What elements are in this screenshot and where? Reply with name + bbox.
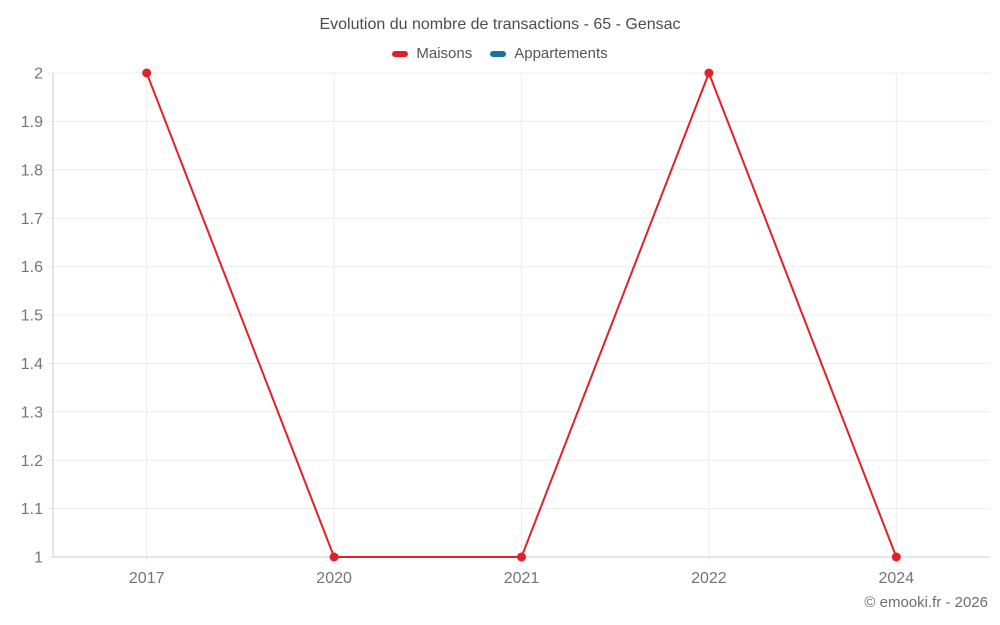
maisons-swatch-icon: [392, 50, 409, 57]
y-tick-label: 1.9: [21, 114, 43, 131]
y-tick-label: 2: [34, 66, 43, 83]
data-point-maisons[interactable]: [704, 68, 714, 78]
x-tick-label: 2017: [129, 570, 165, 587]
legend-item-appartements[interactable]: Appartements: [490, 45, 608, 62]
legend-item-maisons[interactable]: Maisons: [392, 45, 472, 62]
legend-label-maisons: Maisons: [416, 45, 473, 62]
x-tick-label: 2021: [504, 570, 540, 587]
data-point-maisons[interactable]: [517, 552, 526, 562]
y-tick-label: 1.8: [21, 162, 43, 179]
y-tick-label: 1.1: [21, 501, 43, 518]
x-tick-label: 2024: [879, 570, 915, 587]
y-tick-label: 1.6: [21, 259, 43, 276]
copyright: © emooki.fr - 2026: [864, 594, 988, 611]
y-tick-label: 1.5: [21, 308, 43, 325]
data-point-maisons[interactable]: [891, 552, 901, 562]
data-point-maisons[interactable]: [142, 68, 152, 78]
legend: Maisons Appartements: [0, 45, 1000, 62]
chart-title: Evolution du nombre de transactions - 65…: [319, 16, 681, 33]
x-tick-label: 2020: [316, 570, 352, 587]
y-tick-label: 1.7: [21, 211, 43, 228]
data-point-maisons[interactable]: [329, 552, 339, 562]
appartements-swatch-icon: [490, 50, 507, 57]
legend-label-appartements: Appartements: [514, 45, 608, 62]
y-tick-label: 1.3: [21, 404, 43, 421]
y-tick-label: 1.2: [21, 453, 43, 470]
x-tick-label: 2022: [691, 570, 727, 587]
y-tick-label: 1: [34, 550, 43, 567]
y-tick-label: 1.4: [21, 356, 43, 373]
